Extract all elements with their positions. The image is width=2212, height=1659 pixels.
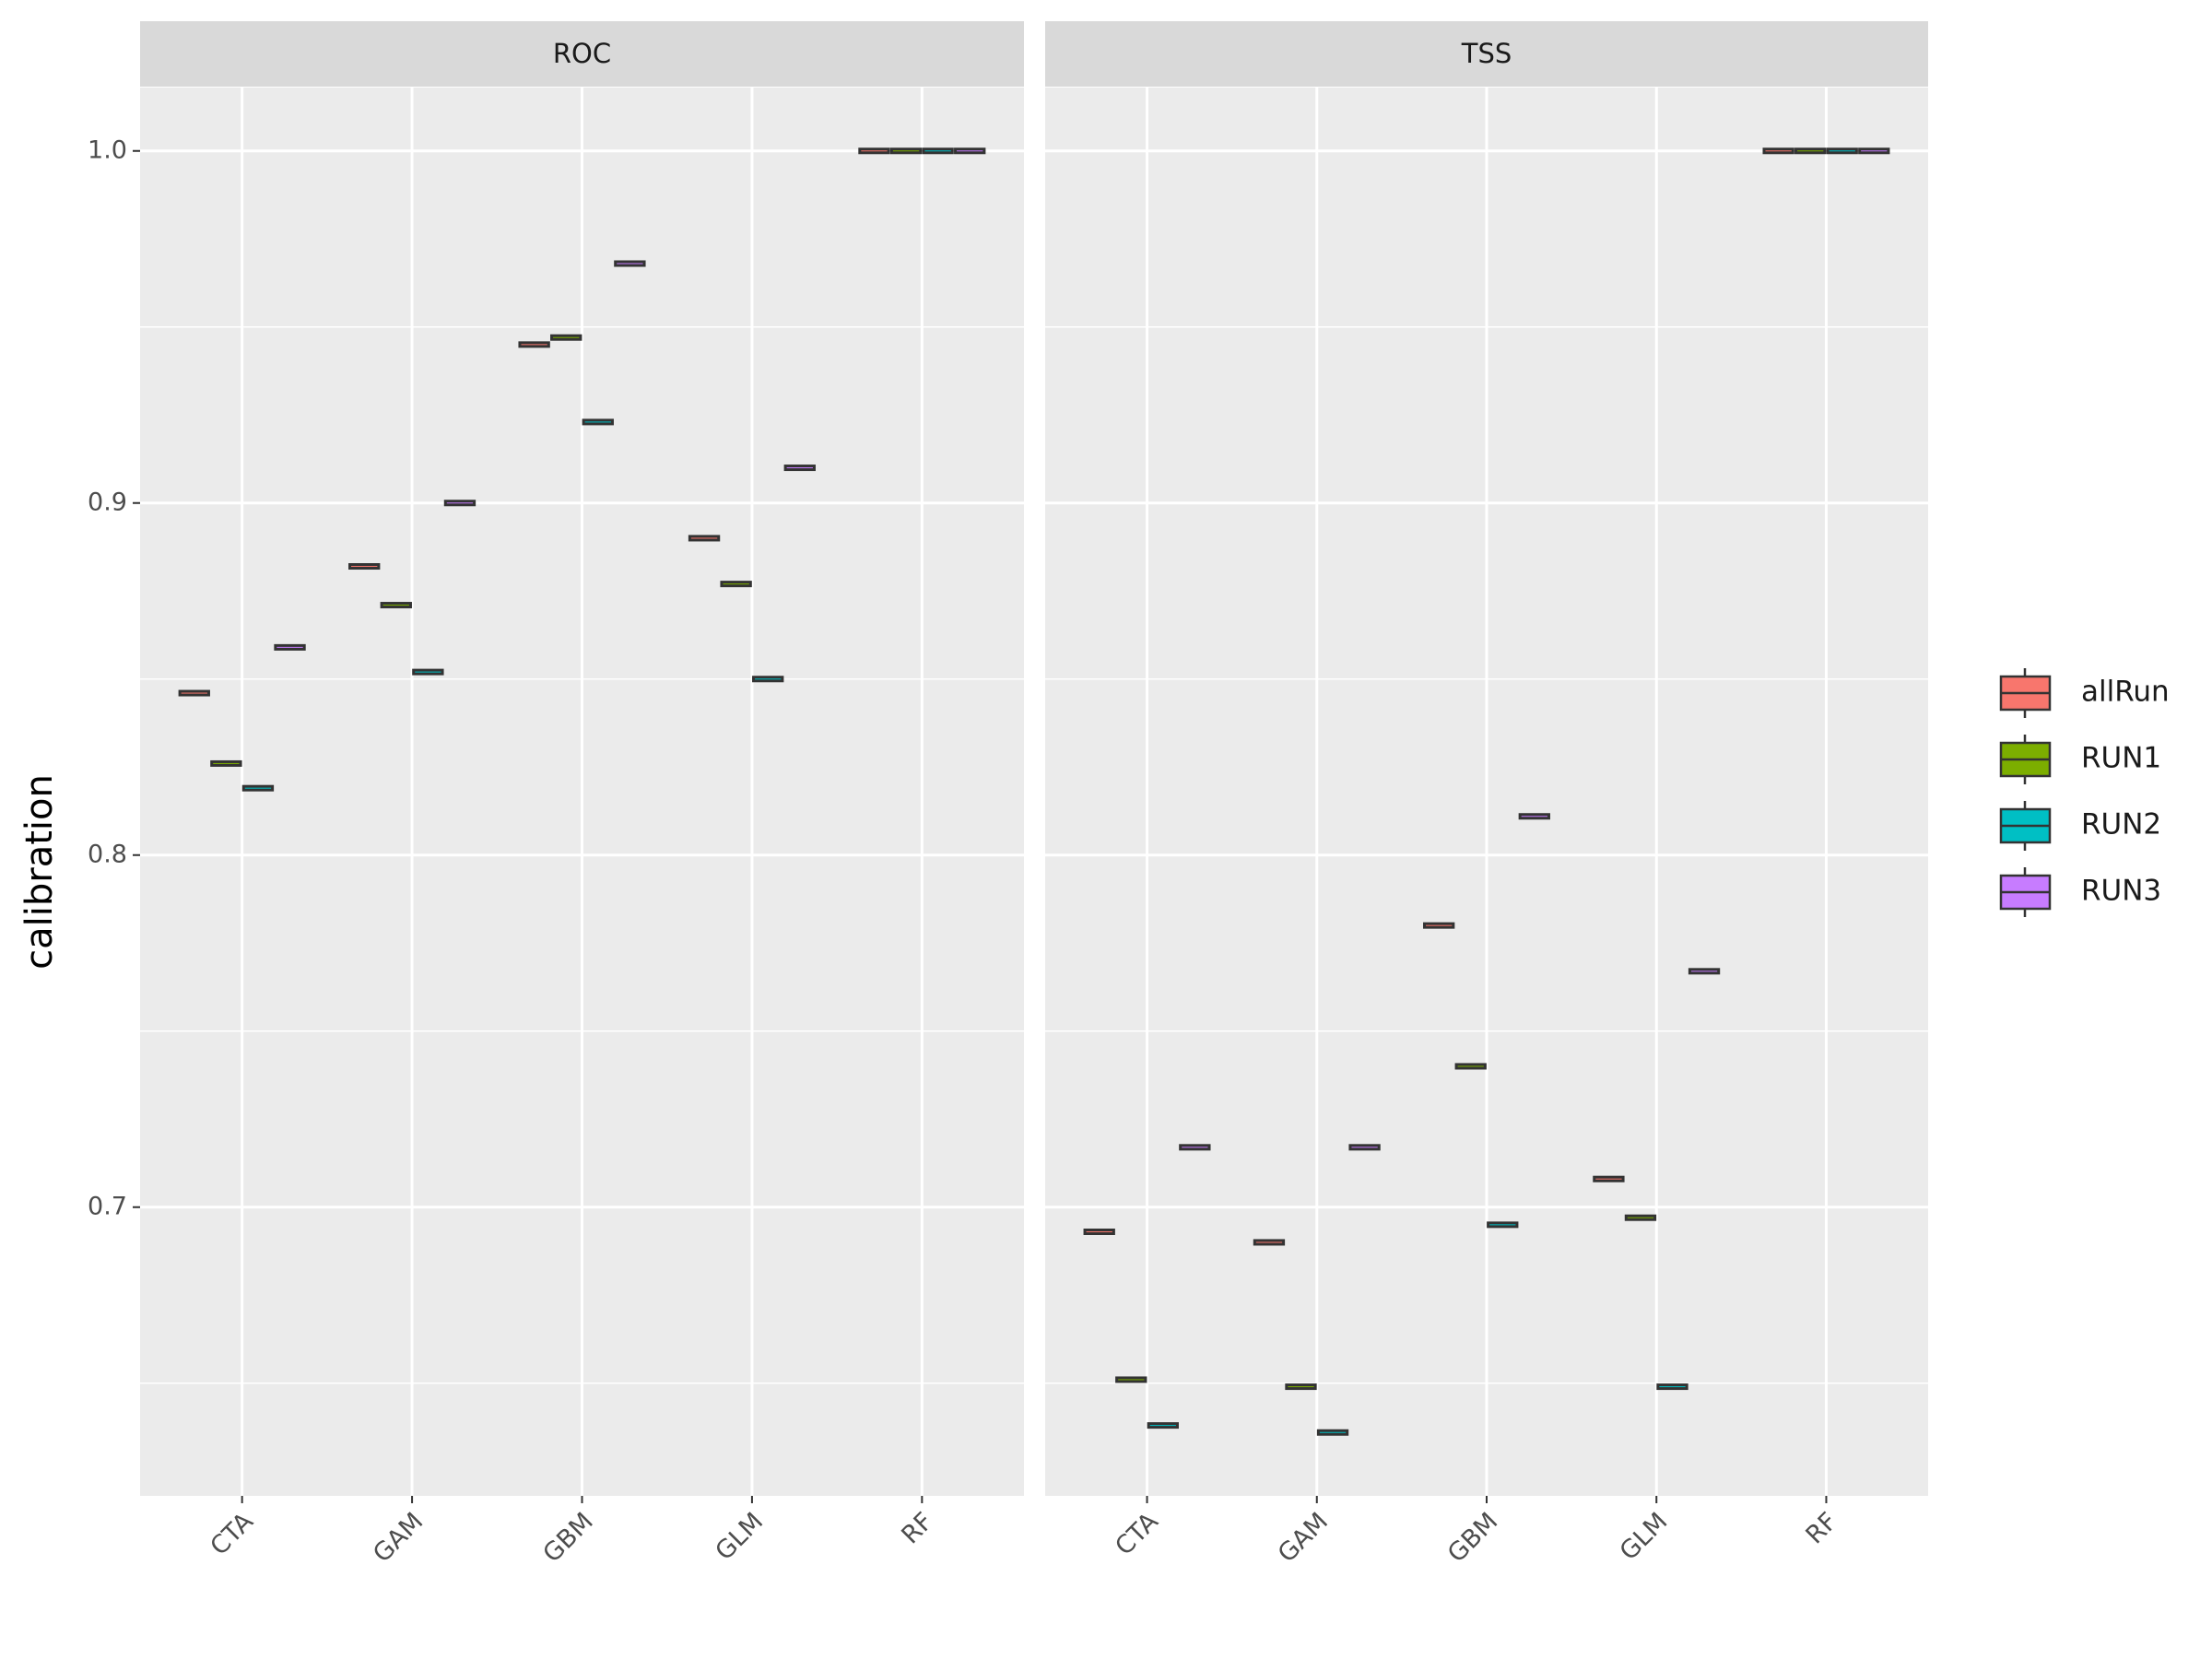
box (1518, 813, 1550, 820)
strip-label: TSS (1461, 38, 1512, 69)
y-tick-label: 1.0 (88, 135, 127, 164)
x-tick-label: GBM (537, 1507, 598, 1568)
x-tick-label: CTA (205, 1507, 259, 1561)
x-tick-label: GAM (1273, 1507, 1334, 1568)
box (348, 563, 381, 571)
box (582, 418, 614, 426)
strip-background (1045, 21, 1928, 87)
legend-label: allRun (2081, 676, 2170, 709)
legend-label: RUN3 (2081, 875, 2161, 908)
box (1624, 1214, 1657, 1221)
box (1656, 1383, 1688, 1391)
box (1115, 1376, 1147, 1383)
box (412, 668, 444, 676)
box (178, 689, 210, 697)
box (1147, 1422, 1179, 1430)
y-tick-label: 0.9 (88, 488, 127, 516)
y-tick-label: 0.8 (88, 840, 127, 868)
box (1454, 1063, 1487, 1070)
box (1348, 1144, 1381, 1151)
box (720, 581, 752, 588)
box (1083, 1229, 1115, 1235)
box (1826, 147, 1858, 155)
box (954, 147, 986, 155)
box (614, 260, 646, 267)
box (1593, 1175, 1625, 1182)
y-axis-title: calibration (18, 774, 61, 970)
x-tick-label: GAM (368, 1507, 429, 1568)
box (1423, 922, 1455, 929)
y-tick-label: 0.7 (88, 1192, 127, 1220)
box (889, 147, 923, 155)
box (550, 334, 582, 341)
box (858, 147, 890, 155)
box (1179, 1144, 1211, 1151)
box (688, 535, 721, 542)
legend-label: RUN1 (2081, 742, 2161, 775)
x-tick-label: GBM (1442, 1507, 1503, 1568)
box (783, 465, 816, 472)
box (1487, 1221, 1519, 1229)
x-tick-label: GLM (710, 1507, 769, 1566)
box (1688, 968, 1721, 975)
box (380, 602, 412, 609)
box (1858, 147, 1890, 155)
x-tick-label: GLM (1615, 1507, 1674, 1566)
box (241, 784, 275, 792)
legend-label: RUN2 (2081, 808, 2161, 841)
box (752, 676, 784, 683)
box (210, 759, 242, 767)
x-tick-label: RF (1801, 1507, 1843, 1549)
box (1762, 147, 1794, 155)
box (922, 147, 954, 155)
strip-background (140, 21, 1024, 87)
box (1285, 1383, 1317, 1391)
strip-label: ROC (553, 38, 611, 69)
box (443, 500, 477, 507)
box (1794, 147, 1827, 155)
x-tick-label: CTA (1110, 1507, 1164, 1561)
x-tick-label: RF (896, 1507, 938, 1549)
box (274, 643, 306, 651)
box (518, 341, 550, 348)
box (1316, 1429, 1349, 1436)
box (1253, 1239, 1286, 1246)
